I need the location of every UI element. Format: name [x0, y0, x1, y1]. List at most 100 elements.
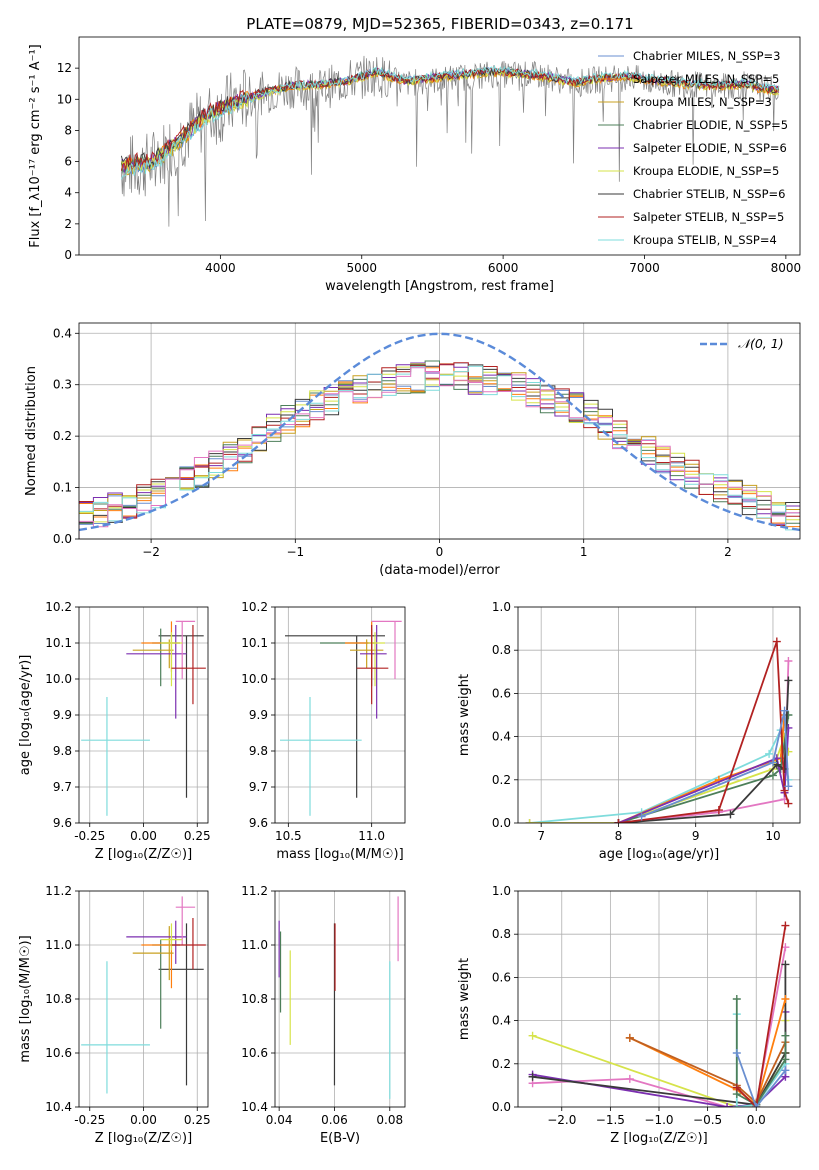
y-tick-label: 11.0 — [241, 938, 268, 952]
x-tick-label: −1.5 — [596, 1113, 625, 1127]
axes-frame — [274, 606, 406, 824]
x-axis-label: Z [log₁₀(Z/Z☉)] — [610, 1131, 707, 1146]
plus-marker — [525, 819, 534, 823]
figure-title: PLATE=0879, MJD=52365, FIBERID=0343, z=0… — [246, 15, 633, 33]
x-tick-label: 0 — [436, 545, 444, 559]
x-tick-label: 11.0 — [358, 829, 385, 843]
y-axis-label: Flux [f_λ10⁻¹⁷ erg cm⁻² s⁻¹ A⁻¹] — [28, 44, 43, 248]
histogram-step — [79, 367, 800, 539]
weight-line — [529, 660, 790, 823]
model-spectrum-line — [120, 64, 780, 180]
y-tick-label: 9.6 — [53, 816, 72, 830]
plus-marker — [732, 1083, 741, 1092]
y-tick-label: 10.2 — [241, 600, 268, 614]
weight-line — [618, 680, 790, 823]
x-tick-label: 4000 — [205, 261, 236, 275]
x-tick-label: 5000 — [346, 261, 377, 275]
plus-marker — [714, 806, 723, 815]
weight-line — [641, 710, 790, 818]
x-tick-label: 6000 — [488, 261, 519, 275]
plus-marker — [732, 1049, 741, 1057]
plot-area — [528, 921, 790, 1107]
legend-entry: Chabrier ELODIE, N_SSP=5 — [633, 118, 788, 132]
plus-marker — [781, 995, 790, 1003]
y-axis-label: mass [log₁₀(M/M☉)] — [18, 935, 33, 1062]
y-tick-label: 0.0 — [492, 1100, 511, 1114]
plot-area — [280, 620, 402, 816]
histogram-step — [79, 365, 800, 539]
y-tick-label: 0.4 — [53, 326, 72, 340]
x-axis-label: Z [log₁₀(Z/Z☉)] — [95, 847, 192, 862]
x-tick-label: 0.00 — [130, 1113, 157, 1127]
x-axis-label: Z [log₁₀(Z/Z☉)] — [95, 1131, 192, 1146]
x-tick-label: 0.25 — [184, 829, 211, 843]
x-tick-label: 0.08 — [376, 1113, 403, 1127]
y-axis-label: mass weight — [457, 674, 472, 756]
x-axis-label: age [log₁₀(age/yr)] — [599, 847, 720, 862]
axes-frame — [517, 890, 801, 1108]
axes-frame — [517, 606, 801, 824]
x-tick-label: 8000 — [771, 261, 802, 275]
y-tick-label: 10.6 — [45, 1046, 72, 1060]
y-tick-label: 10 — [57, 92, 72, 106]
legend-entry: Kroupa ELODIE, N_SSP=5 — [633, 164, 779, 178]
legend-entry: 𝒩(0, 1) — [738, 336, 784, 351]
y-tick-label: 10.0 — [241, 672, 268, 686]
y-tick-label: 10.4 — [45, 1100, 72, 1114]
x-tick-label: 8 — [615, 829, 623, 843]
plot-area — [81, 620, 206, 816]
y-tick-label: 0.6 — [492, 970, 511, 984]
plus-marker — [781, 1066, 790, 1075]
plot-area — [120, 55, 780, 227]
legend-entry: Salpeter STELIB, N_SSP=5 — [633, 210, 784, 224]
y-tick-label: 9.7 — [249, 780, 268, 794]
x-tick-label: 0.25 — [184, 1113, 211, 1127]
y-tick-label: 6 — [64, 155, 72, 169]
y-tick-label: 11.2 — [241, 884, 268, 898]
errorbar-point — [160, 632, 183, 687]
y-tick-label: 2 — [64, 217, 72, 231]
chart-mass-age: 10.5 11.0 9.6 9.7 9.8 9.9 10.0 10.1 10.2 mass [lo… — [241, 600, 406, 862]
y-tick-label: 0.4 — [492, 730, 511, 744]
plus-marker — [784, 799, 793, 808]
weight-line — [629, 1037, 787, 1105]
y-axis-label: mass weight — [457, 958, 472, 1040]
x-tick-label: 0.00 — [130, 829, 157, 843]
errorbar-point — [285, 635, 385, 798]
plus-marker — [781, 960, 790, 969]
x-tick-label: 0.04 — [266, 1113, 293, 1127]
y-tick-label: 10.4 — [241, 1100, 268, 1114]
errorbar-point — [171, 918, 206, 970]
x-tick-label: −2.0 — [547, 1113, 576, 1127]
y-tick-label: 9.9 — [249, 708, 268, 722]
x-tick-label: 7 — [537, 829, 545, 843]
y-tick-label: 0.6 — [492, 686, 511, 700]
model-spectrum-line — [120, 67, 780, 171]
y-tick-label: 0.8 — [492, 643, 511, 657]
x-tick-label: −1.0 — [644, 1113, 673, 1127]
chart-z-mass: -0.25 0.00 0.25 10.4 10.6 10.8 11.0 11.2 Z [log₁… — [18, 884, 211, 1146]
x-tick-label: -0.25 — [74, 1113, 105, 1127]
y-tick-label: 10.2 — [45, 600, 72, 614]
errorbar-point — [175, 896, 196, 945]
weight-line — [532, 947, 787, 1107]
plus-marker — [732, 995, 741, 1003]
weight-line — [618, 727, 790, 823]
y-tick-label: 0.8 — [492, 927, 511, 941]
plus-marker — [784, 782, 793, 791]
y-axis-label: Normed distribution — [24, 366, 39, 496]
y-tick-label: 0.4 — [492, 1014, 511, 1028]
y-tick-label: 0 — [64, 248, 72, 262]
plus-marker — [625, 1033, 634, 1042]
plus-marker — [781, 1031, 790, 1040]
y-tick-label: 0.1 — [53, 481, 72, 495]
plus-marker — [752, 1103, 761, 1107]
axes-frame — [78, 890, 209, 1108]
y-tick-label: 0.0 — [492, 816, 511, 830]
plus-marker — [637, 812, 646, 821]
plus-marker — [528, 1031, 537, 1040]
y-tick-label: 9.7 — [53, 780, 72, 794]
x-tick-label: 0.0 — [747, 1113, 766, 1127]
plus-marker — [780, 706, 789, 715]
